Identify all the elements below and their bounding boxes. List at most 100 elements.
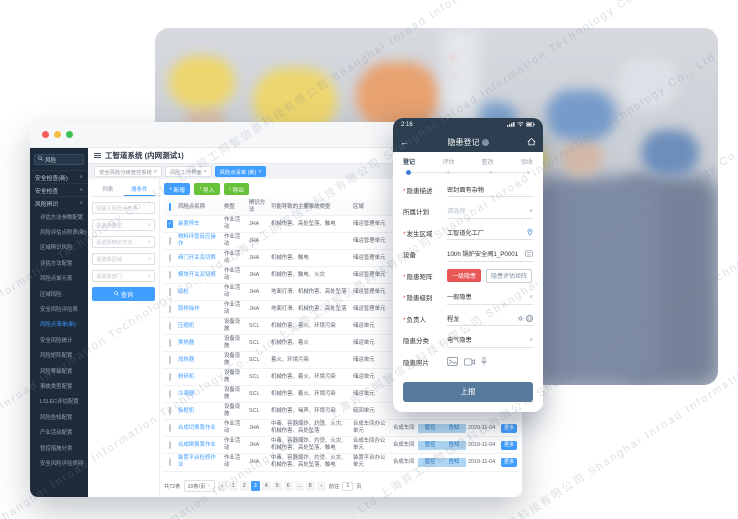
row-checkbox[interactable] [169, 304, 171, 313]
risk-name-link[interactable]: 物料环管反应操作 [178, 234, 216, 248]
sidebar-item[interactable]: 风险等级配置 [40, 368, 73, 375]
page-size-select[interactable]: 10条/页 ∨ [183, 480, 215, 492]
sidebar-item[interactable]: 风险点单元表 [40, 276, 73, 283]
field-value[interactable]: 工智道化工厂 [447, 225, 533, 241]
filter-select[interactable]: 请选择区域 ∨ [92, 253, 155, 265]
control-badge[interactable]: 管控 [418, 440, 442, 450]
filter-select[interactable]: 请选择类型 ∨ [92, 219, 155, 231]
gear-icon[interactable] [517, 315, 524, 322]
sidebar-item[interactable]: 管控措施分类 [40, 445, 73, 452]
sidebar-item[interactable]: 评估方法参数配置 [40, 214, 84, 221]
sidebar-item[interactable]: 事故类型配置 [40, 383, 73, 390]
notice-badge[interactable]: 告知 [442, 423, 466, 433]
home-button[interactable] [524, 133, 536, 151]
sidebar-search-input[interactable]: 风险 [34, 154, 84, 165]
row-checkbox[interactable] [169, 389, 171, 398]
notice-badge[interactable]: 告知 [442, 457, 466, 467]
risk-name-link[interactable]: 合成倒换泵作业 [178, 441, 216, 448]
filter-select[interactable]: 请选择辨识方法 ∨ [92, 236, 155, 248]
sidebar-item[interactable]: 安全风险评估表 [40, 307, 78, 314]
filter-tab[interactable]: 列表 [102, 187, 114, 193]
sidebar-item[interactable]: 安全风险评估类别 [40, 460, 84, 467]
row-checkbox[interactable] [169, 372, 171, 381]
sidebar-item[interactable]: 产业活动配置 [40, 430, 73, 437]
sidebar-group[interactable]: 风险辨识 ∧ [30, 196, 88, 209]
audio-record-icon[interactable] [481, 357, 487, 366]
sidebar-group[interactable]: 安全检查(新) ∨ [30, 170, 88, 183]
row-checkbox[interactable]: ✓ [166, 219, 174, 228]
row-checkbox[interactable] [169, 321, 171, 330]
video-upload-icon[interactable] [464, 358, 475, 366]
control-badge[interactable]: 管控 [418, 423, 442, 433]
mention-icon[interactable]: @ [526, 314, 533, 322]
device-select-icon[interactable] [525, 250, 533, 257]
goto-page-input[interactable] [342, 481, 354, 491]
window-minimize-button[interactable] [54, 131, 61, 138]
filter-select[interactable]: 请选择部门 ∨ [92, 270, 155, 282]
import-button[interactable]: ↑ 导入 [194, 183, 220, 195]
page-button[interactable]: 2 [239, 481, 249, 491]
workspace-tab[interactable]: 风险工作界面 × [164, 166, 212, 177]
page-button[interactable]: 3 [250, 481, 260, 491]
field-value[interactable]: 程龙 @ [447, 311, 533, 327]
control-badge[interactable]: 管控 [418, 457, 442, 467]
sidebar-group[interactable]: 安全检查 ∨ [30, 183, 88, 196]
risk-name-link[interactable]: 阀门开关及切换 [178, 254, 216, 261]
matrix-evaluate-button[interactable]: 隐患评估矩阵 [486, 268, 533, 283]
search-button[interactable]: 查询 [92, 287, 155, 301]
risk-name-link[interactable]: 合成切换泵作业 [178, 424, 216, 431]
row-checkbox[interactable] [169, 423, 171, 432]
sidebar-item[interactable]: 安全风险统计 [40, 337, 73, 344]
row-checkbox[interactable] [169, 406, 171, 415]
risk-name-link[interactable]: 加热器 [178, 356, 195, 363]
risk-name-link[interactable]: 模块开关及切换 [178, 271, 216, 278]
sidebar-item[interactable]: 区域辨识风险 [40, 245, 73, 252]
more-button[interactable]: 更多 [501, 440, 518, 451]
sidebar-item[interactable]: 风险矩阵配置 [40, 353, 73, 360]
field-value[interactable]: 电气隐患 ∨ [447, 333, 533, 348]
row-checkbox[interactable] [169, 440, 171, 449]
notice-badge[interactable]: 告知 [442, 440, 466, 450]
filter-input[interactable]: 请输入风险点名称 [92, 202, 155, 214]
page-button[interactable]: … [294, 481, 304, 491]
hazard-level-button[interactable]: 一级隐患 [447, 269, 482, 283]
add-button[interactable]: + 新增 [164, 183, 190, 195]
image-upload-icon[interactable] [447, 357, 458, 367]
field-value[interactable]: 一般隐患 ∨ [447, 290, 533, 305]
submit-button[interactable]: 上报 [403, 381, 533, 402]
window-close-button[interactable] [42, 131, 49, 138]
close-icon[interactable]: × [258, 168, 262, 175]
risk-name-link[interactable]: 粉碎机 [178, 373, 195, 380]
risk-name-link[interactable]: 压缩机 [178, 322, 195, 329]
row-checkbox[interactable] [169, 457, 171, 466]
row-checkbox[interactable] [169, 270, 171, 279]
location-pin-icon[interactable] [527, 228, 533, 236]
more-button[interactable]: 更多 [501, 457, 518, 468]
page-button[interactable]: 4 [261, 481, 271, 491]
export-button[interactable]: ↓ 导出 [223, 183, 250, 195]
select-all-checkbox[interactable] [169, 202, 171, 211]
risk-name-link[interactable]: 冷凝器 [178, 390, 195, 397]
sidebar-item[interactable]: 区域风险 [40, 291, 62, 298]
page-button[interactable]: › [316, 481, 326, 491]
field-value[interactable]: 10t/h 锅炉安全阀1_P0001 [447, 247, 533, 262]
row-checkbox[interactable] [169, 236, 171, 245]
workspace-tab[interactable]: 风险点清单 (新) × [214, 166, 267, 177]
info-icon[interactable]: i [481, 138, 489, 146]
field-value[interactable]: 密封面有杂物 [447, 182, 533, 198]
filter-tab[interactable]: 搜条件 [123, 182, 155, 196]
page-button[interactable]: 6 [283, 481, 293, 491]
close-icon[interactable]: × [153, 168, 157, 175]
window-zoom-button[interactable] [66, 131, 73, 138]
menu-toggle-icon[interactable] [94, 153, 101, 154]
field-value[interactable]: 一级隐患 隐患评估矩阵 [447, 268, 533, 283]
more-button[interactable]: 更多 [501, 423, 518, 434]
page-button[interactable]: 8 [305, 481, 315, 491]
row-checkbox[interactable] [169, 355, 171, 364]
sidebar-item[interactable]: LSLEC评估配置 [40, 399, 79, 406]
page-button[interactable]: 1 [228, 481, 238, 491]
risk-name-link[interactable]: 装置平台检修作业 [178, 455, 216, 469]
field-value[interactable] [447, 354, 533, 369]
field-value[interactable]: 请选择 ∨ [447, 204, 533, 219]
page-button[interactable]: ‹ [217, 481, 227, 491]
